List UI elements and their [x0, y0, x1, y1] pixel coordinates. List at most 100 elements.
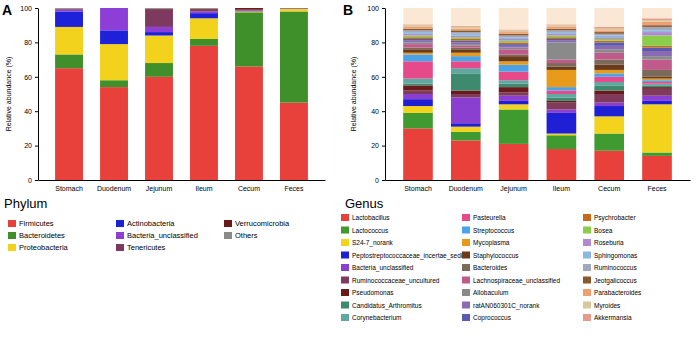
panel-title: A	[2, 2, 12, 18]
legend-item: Bacteroidetes	[8, 231, 65, 240]
bar-segment	[594, 37, 624, 39]
bar-segment	[642, 96, 672, 101]
bar-segment	[547, 113, 577, 134]
legend-label: Bacteroidetes	[19, 231, 65, 240]
bar-segment	[499, 61, 529, 64]
figure: 020406080100StomachDuodenumJejunumIleumC…	[0, 0, 700, 340]
legend-swatch	[462, 227, 470, 234]
bar-segment	[594, 151, 624, 180]
bar-segment	[547, 34, 577, 36]
bar-segment	[642, 56, 672, 59]
bar-segment	[547, 25, 577, 27]
bar-segment	[642, 22, 672, 25]
series	[403, 22, 672, 34]
legend-swatch	[341, 277, 349, 284]
series	[403, 32, 672, 41]
legend-label: Staphylococcus	[473, 252, 519, 260]
legend-label: Ruminococcus	[594, 264, 637, 271]
series	[55, 9, 308, 80]
y-tick-label: 40	[371, 108, 379, 115]
bar-segment	[594, 82, 624, 85]
bar-segment	[451, 49, 481, 52]
bar-segment	[642, 80, 672, 82]
bar-segment	[235, 66, 263, 180]
series	[403, 85, 672, 102]
bar-segment	[451, 36, 481, 38]
legend-label: Roseburia	[594, 239, 624, 246]
series	[403, 25, 672, 35]
bar-segment	[403, 54, 433, 61]
bar-segment	[547, 70, 577, 87]
legend-label: Mycoplasma	[473, 239, 510, 247]
legend-item: Others	[224, 231, 258, 240]
x-tick-label: Feces	[647, 185, 667, 192]
bar-segment	[190, 8, 218, 9]
bar-segment	[499, 42, 529, 44]
bar-segment	[642, 152, 672, 155]
x-axis: StomachDuodenumJejunumIleumCecumFeces	[39, 180, 326, 193]
bar-segment	[451, 30, 481, 32]
series	[403, 39, 672, 51]
legend-item: Staphylococcus	[462, 252, 519, 260]
legend-item: Mycoplasma	[462, 239, 510, 247]
bar-segment	[594, 46, 624, 49]
bar-segment	[499, 87, 529, 92]
bar-segment	[642, 82, 672, 84]
bar-segment	[594, 8, 624, 27]
y-tick-label: 20	[371, 142, 379, 149]
bar-segment	[642, 60, 672, 70]
y-tick-label: 100	[20, 5, 32, 12]
bar-segment	[642, 51, 672, 56]
bar-segment	[547, 149, 577, 180]
bar-segment	[499, 49, 529, 54]
bar-segment	[642, 84, 672, 86]
bar-segment	[451, 91, 481, 94]
y-tick-mark	[35, 42, 38, 43]
bar-segment	[403, 36, 433, 38]
bar-segment	[547, 109, 577, 112]
bar-segment	[145, 32, 173, 35]
bar-segment	[55, 11, 83, 26]
legend-item: Tenericutes	[116, 243, 166, 252]
legend-label: Tenericutes	[127, 243, 166, 252]
legend-item: Lachnospiraceae_unclassified	[462, 277, 560, 285]
legend-label: Allobaculum	[473, 289, 508, 296]
series	[403, 8, 672, 30]
bar-segment	[642, 27, 672, 30]
bar-segment	[451, 48, 481, 50]
series	[403, 61, 672, 94]
bar-segment	[642, 8, 672, 18]
series	[55, 8, 308, 32]
legend-label: Akkermansia	[594, 314, 632, 321]
bar-segment	[499, 39, 529, 41]
bar-segment	[451, 32, 481, 34]
bar-segment	[642, 32, 672, 35]
bar-segment	[403, 128, 433, 180]
bar-segment	[451, 56, 481, 61]
y-axis-title: Relative abundance (%)	[5, 57, 13, 132]
y-tick-mark	[35, 180, 38, 181]
series	[403, 41, 672, 56]
x-tick-label: Ileum	[195, 185, 212, 192]
legend-label: Corynebacterium	[352, 314, 402, 322]
y-tick-label: 40	[24, 108, 32, 115]
bar-segment	[451, 41, 481, 43]
legend-item: ratAN060301C_norank	[462, 302, 540, 310]
y-tick: 0	[375, 177, 385, 184]
bar-segment	[451, 73, 481, 90]
bar-segment	[100, 44, 128, 80]
legend-item: Akkermansia	[583, 314, 632, 321]
legend-label: Lachnospiraceae_unclassified	[473, 277, 560, 285]
y-tick-mark	[35, 146, 38, 147]
legend-item: Actinobacteria	[116, 219, 175, 228]
legend-swatch	[341, 314, 349, 321]
legend: LactobacillusLactococcusS24-7_norankPept…	[341, 214, 642, 322]
legend-item: Pasteurella	[462, 214, 506, 221]
legend-item: Lactococcus	[341, 227, 389, 234]
legend-item: Parabacteroides	[583, 289, 642, 296]
bar-segment	[642, 101, 672, 104]
bar-segment	[451, 46, 481, 48]
bar-segment	[642, 70, 672, 77]
y-tick: 40	[371, 108, 385, 115]
y-tick-label: 80	[24, 39, 32, 46]
